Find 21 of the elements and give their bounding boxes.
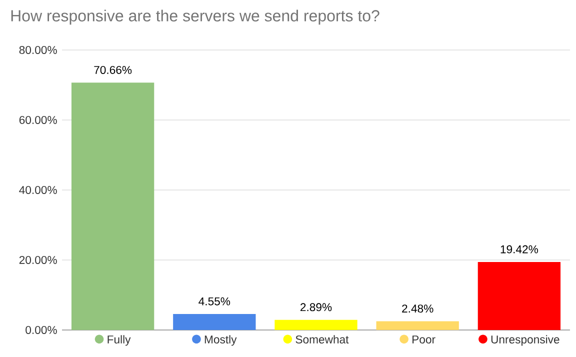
y-tick-label: 0.00%: [26, 326, 57, 334]
bar: [274, 320, 358, 330]
x-tick-label: Somewhat: [296, 335, 349, 344]
data-label: 4.55%: [198, 297, 230, 306]
data-label: 2.89%: [300, 303, 332, 312]
x-tick-label: Fully: [108, 335, 131, 346]
chart-title: How responsive are the servers we send reports to?: [11, 10, 380, 25]
bar: [71, 82, 154, 330]
bar: [376, 321, 459, 330]
y-tick-label: 60.00%: [19, 116, 57, 124]
bar: [478, 262, 561, 330]
y-tick-label: 40.00%: [19, 186, 57, 194]
y-tick-label: 20.00%: [19, 256, 57, 264]
bar: [173, 314, 256, 330]
x-tick-label: Unresponsive: [491, 335, 560, 346]
x-tick-label: Mostly: [204, 335, 237, 346]
data-label: 2.48%: [402, 304, 434, 313]
x-tick-label: Poor: [412, 336, 436, 344]
data-label: 70.66%: [94, 66, 132, 74]
data-label: 19.42%: [500, 245, 538, 254]
y-tick-label: 80.00%: [19, 46, 57, 54]
